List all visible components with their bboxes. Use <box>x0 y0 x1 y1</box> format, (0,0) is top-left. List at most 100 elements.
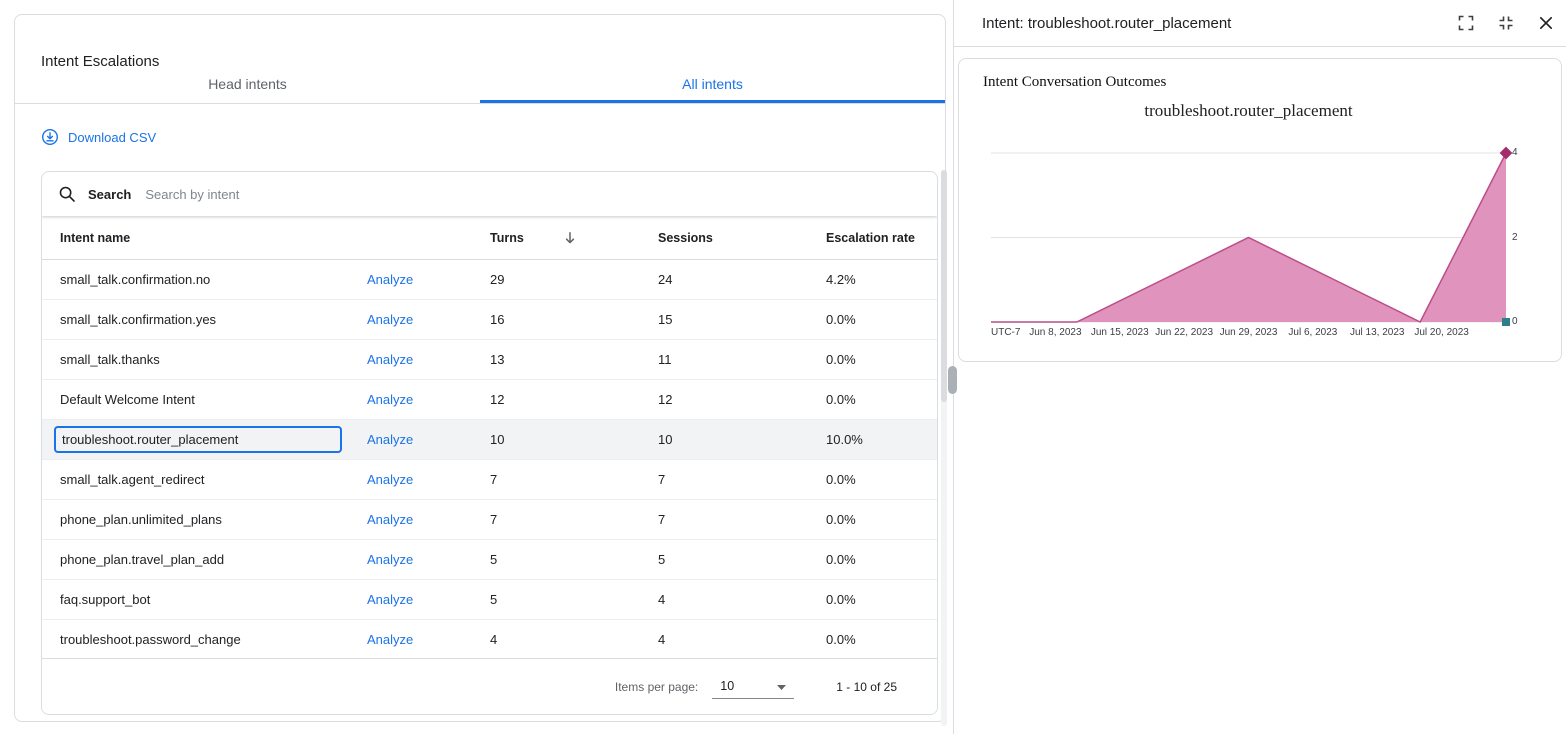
detail-panel-title: Intent: troubleshoot.router_placement <box>982 14 1232 32</box>
scrollbar-thumb[interactable] <box>941 170 947 402</box>
conversation-outcomes-card: Intent Conversation Outcomes troubleshoo… <box>958 58 1562 362</box>
tab-all-intents[interactable]: All intents <box>480 65 945 103</box>
analyze-link[interactable]: Analyze <box>367 312 414 327</box>
analyze-link[interactable]: Analyze <box>367 632 414 647</box>
table-row[interactable]: small_talk.confirmation.no Analyze 29 24 4.2… <box>42 260 937 300</box>
analyze-cell: Analyze <box>367 472 490 487</box>
turns-cell: 4 <box>490 632 498 647</box>
sort-descending-icon <box>562 230 578 246</box>
escalation-rate-cell: 10.0% <box>826 432 863 447</box>
page-size-select[interactable]: 10 <box>712 674 795 699</box>
pagination-bar: Items per page: 10 1 - 10 of 25 <box>42 658 937 714</box>
intent-name-cell: troubleshoot.router_placement <box>42 426 367 453</box>
table-row[interactable]: faq.support_bot Analyze 5 4 0.0% <box>42 580 937 620</box>
chart-title: troubleshoot.router_placement <box>1144 101 1353 120</box>
turns-cell: 29 <box>490 272 505 287</box>
page-size-value: 10 <box>720 679 735 693</box>
y-axis-label: 4 <box>1512 147 1518 158</box>
y-axis-label: 2 <box>1512 231 1518 243</box>
panel-title: Intent Escalations <box>41 53 160 71</box>
exit-fullscreen-icon <box>1499 16 1513 30</box>
column-header-escalation-rate[interactable]: Escalation rate <box>826 230 915 245</box>
analyze-link[interactable]: Analyze <box>367 272 414 287</box>
table-row[interactable]: troubleshoot.router_placement Analyze 10 10… <box>42 420 937 460</box>
analyze-cell: Analyze <box>367 392 490 407</box>
analyze-link[interactable]: Analyze <box>367 512 414 527</box>
analyze-link[interactable]: Analyze <box>367 392 414 407</box>
table-row[interactable]: Default Welcome Intent Analyze 12 12 0.0% <box>42 380 937 420</box>
sessions-cell: 7 <box>658 512 666 527</box>
fullscreen-icon <box>1458 15 1474 31</box>
search-bar: Search <box>42 172 937 216</box>
fullscreen-button[interactable] <box>1454 11 1478 35</box>
escalation-rate-cell: 0.0% <box>826 632 856 647</box>
table-row[interactable]: troubleshoot.password_change Analyze 4 4 0.0… <box>42 620 937 660</box>
analyze-link[interactable]: Analyze <box>367 432 414 447</box>
dropdown-caret-icon <box>777 679 787 693</box>
download-csv-label: Download CSV <box>68 129 157 145</box>
x-axis-label: Jun 15, 2023 <box>1090 327 1149 338</box>
tab-label: Head intents <box>208 76 287 92</box>
escalation-rate-cell: 0.0% <box>826 552 856 567</box>
tab-head-intents[interactable]: Head intents <box>15 65 480 103</box>
search-input[interactable] <box>143 185 925 203</box>
close-icon <box>1539 16 1553 30</box>
analyze-link[interactable]: Analyze <box>367 592 414 607</box>
x-axis-labels: UTC-7 Jun 8, 2023 Jun 15, 2023 Jun 22, 2023… <box>991 327 1506 341</box>
close-button[interactable] <box>1534 11 1558 35</box>
download-csv-button[interactable]: Download CSV <box>41 128 156 146</box>
tab-label: All intents <box>682 76 743 92</box>
sessions-cell: 12 <box>658 392 673 407</box>
x-axis-label: Jul 20, 2023 <box>1414 327 1469 338</box>
turns-cell: 5 <box>490 592 498 607</box>
table-header-row: Intent name Turns Sessions Escalation ra… <box>42 216 937 260</box>
x-axis-label: Jun 29, 2023 <box>1219 327 1278 338</box>
items-per-page-label: Items per page: <box>614 679 699 694</box>
analyze-link[interactable]: Analyze <box>367 472 414 487</box>
card-title: Intent Conversation Outcomes <box>983 74 1167 90</box>
sessions-cell: 15 <box>658 312 673 327</box>
table-row[interactable]: phone_plan.travel_plan_add Analyze 5 5 0.0% <box>42 540 937 580</box>
pagination-range: 1 - 10 of 25 <box>836 679 897 694</box>
panel-resize-handle[interactable] <box>948 366 957 394</box>
turns-cell: 10 <box>490 432 505 447</box>
column-header-intent-name[interactable]: Intent name <box>60 230 131 245</box>
search-icon <box>59 186 75 202</box>
table-scrollbar[interactable] <box>941 170 947 726</box>
x-axis-label: Jun 8, 2023 <box>1029 327 1082 338</box>
analyze-cell: Analyze <box>367 272 490 287</box>
sessions-cell: 11 <box>658 352 672 367</box>
analyze-cell: Analyze <box>367 592 490 607</box>
selected-intent-box[interactable]: troubleshoot.router_placement <box>54 426 342 453</box>
intents-table-card: Search Intent name Turns Sessions Escala… <box>41 171 938 715</box>
table-row[interactable]: small_talk.confirmation.yes Analyze 16 15 0.… <box>42 300 937 340</box>
column-header-sessions[interactable]: Sessions <box>658 230 713 245</box>
escalation-rate-cell: 0.0% <box>826 352 856 367</box>
analyze-link[interactable]: Analyze <box>367 552 414 567</box>
column-header-turns[interactable]: Turns <box>490 230 658 246</box>
sessions-cell: 24 <box>658 272 673 287</box>
escalation-rate-cell: 4.2% <box>826 272 856 287</box>
download-icon <box>41 128 59 146</box>
exit-fullscreen-button[interactable] <box>1494 11 1518 35</box>
column-header-turns-label: Turns <box>490 230 524 245</box>
escalation-rate-cell: 0.0% <box>826 392 856 407</box>
table-body: small_talk.confirmation.no Analyze 29 24 4.2… <box>42 260 937 660</box>
x-axis-label: Jun 22, 2023 <box>1155 327 1214 338</box>
x-axis-label: UTC-7 <box>991 327 1021 338</box>
analyze-cell: Analyze <box>367 312 490 327</box>
analyze-cell: Analyze <box>367 632 490 647</box>
sessions-cell: 10 <box>658 432 673 447</box>
table-row[interactable]: small_talk.thanks Analyze 13 11 0.0% <box>42 340 937 380</box>
table-row[interactable]: small_talk.agent_redirect Analyze 7 7 0.0% <box>42 460 937 500</box>
x-axis-label: Jul 6, 2023 <box>1288 327 1338 338</box>
turns-cell: 5 <box>490 552 498 567</box>
turns-cell: 7 <box>490 472 498 487</box>
table-row[interactable]: phone_plan.unlimited_plans Analyze 7 7 0.0% <box>42 500 937 540</box>
escalation-rate-cell: 0.0% <box>826 592 856 607</box>
analyze-link[interactable]: Analyze <box>367 352 414 367</box>
analyze-cell: Analyze <box>367 512 490 527</box>
intent-name-cell: small_talk.thanks <box>60 352 160 367</box>
analyze-cell: Analyze <box>367 432 490 447</box>
analyze-cell: Analyze <box>367 552 490 567</box>
